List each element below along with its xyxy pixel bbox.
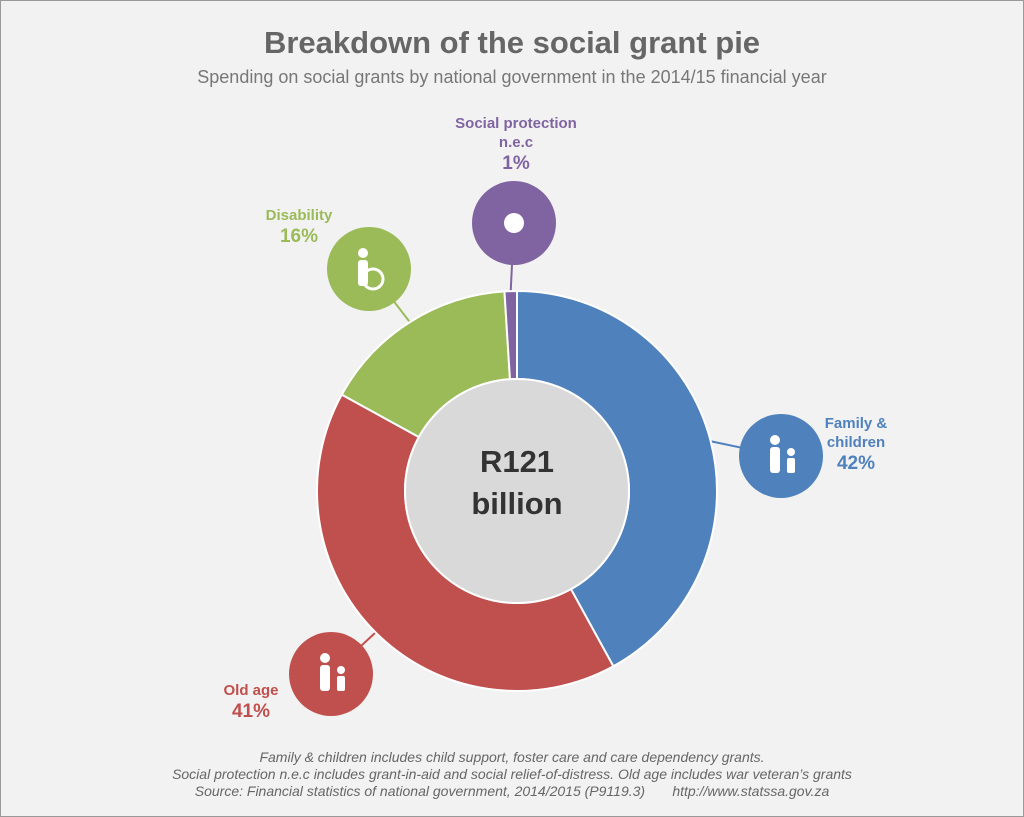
note: Social protection n.e.c includes grant-i… bbox=[172, 766, 852, 782]
value-label: 16% bbox=[279, 226, 319, 247]
data-label: Old age 41% bbox=[201, 681, 301, 724]
data-label: Disability 16% bbox=[249, 206, 349, 249]
icon-glyph bbox=[504, 213, 524, 233]
icon-glyph bbox=[337, 676, 345, 691]
note: Source: Financial statistics of national… bbox=[194, 783, 830, 799]
donut-hole bbox=[404, 378, 630, 604]
icon-glyph bbox=[358, 260, 368, 286]
chart-title: Breakdown of the social grant pie bbox=[263, 25, 761, 60]
icon-glyph bbox=[337, 666, 345, 674]
icon-glyph bbox=[770, 447, 780, 473]
icon-glyph bbox=[787, 448, 795, 456]
icon-glyph bbox=[320, 653, 330, 663]
category-label: Family & children bbox=[824, 415, 888, 451]
center-label: R121 billion bbox=[471, 444, 563, 521]
category-label: Social protection n.e.c bbox=[455, 115, 577, 151]
note: Family & children includes child support… bbox=[259, 749, 765, 765]
icon bbox=[504, 213, 524, 233]
data-label: Family & children 42% bbox=[801, 414, 911, 476]
category-label: Old age bbox=[223, 682, 279, 699]
chart-subtitle: Spending on social grants by national go… bbox=[197, 67, 827, 87]
category-label: Disability bbox=[265, 207, 333, 224]
icon bbox=[320, 653, 345, 691]
icon bbox=[358, 248, 385, 291]
icon-glyph bbox=[770, 435, 780, 445]
icon-badge bbox=[739, 414, 823, 498]
icon-badge bbox=[289, 632, 373, 716]
icon-glyph bbox=[361, 267, 385, 291]
icon-glyph bbox=[787, 458, 795, 473]
icon bbox=[770, 435, 795, 473]
data-label: Social protection n.e.c 1% bbox=[441, 114, 591, 176]
value-label: 1% bbox=[502, 153, 530, 174]
icon-glyph bbox=[320, 665, 330, 691]
value-label: 41% bbox=[231, 701, 271, 722]
value-label: 42% bbox=[836, 453, 876, 474]
icon-glyph bbox=[358, 248, 368, 258]
